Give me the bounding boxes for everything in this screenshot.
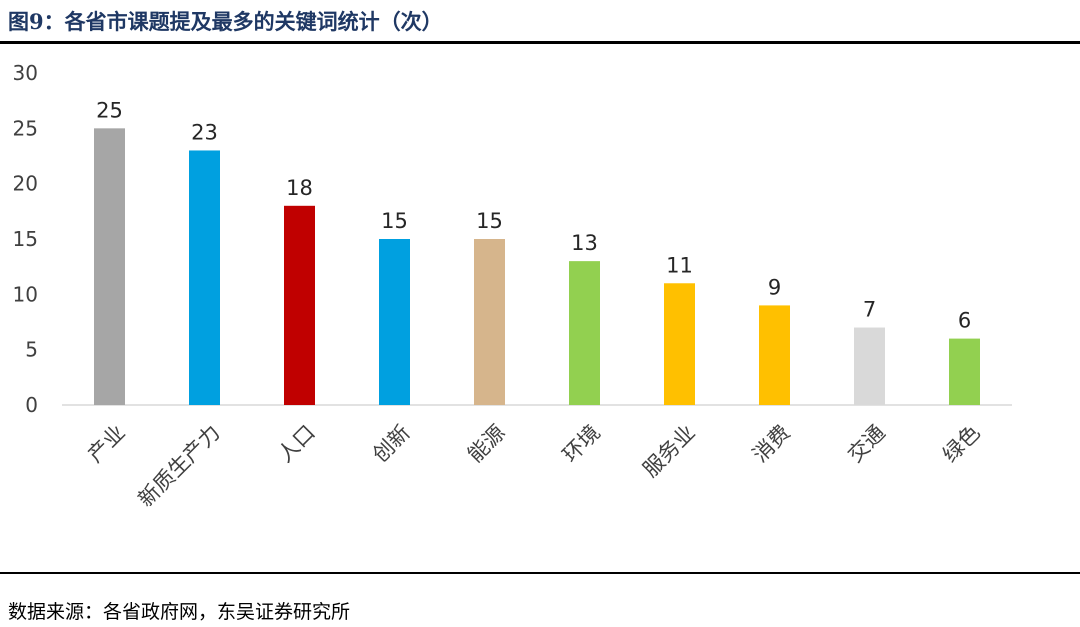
y-tick-label: 10 <box>13 282 38 306</box>
bar <box>94 128 125 405</box>
bar <box>379 239 410 405</box>
data-label: 7 <box>863 298 876 322</box>
y-tick-label: 20 <box>13 172 38 196</box>
category-label: 能源 <box>463 420 510 467</box>
data-label: 23 <box>191 120 218 144</box>
bar <box>759 305 790 405</box>
y-tick-label: 5 <box>25 338 38 362</box>
bar <box>189 150 220 405</box>
category-label: 人口 <box>273 420 320 467</box>
data-label: 9 <box>768 275 781 299</box>
y-tick-label: 15 <box>13 227 38 251</box>
bar <box>474 239 505 405</box>
y-tick-label: 30 <box>13 61 38 85</box>
data-label: 25 <box>96 98 123 122</box>
category-label: 服务业 <box>638 420 700 482</box>
bar <box>854 327 885 405</box>
source-note: 数据来源：各省政府网，东吴证券研究所 <box>8 601 351 623</box>
category-label: 创新 <box>368 420 415 467</box>
data-label: 18 <box>286 176 313 200</box>
category-label: 消费 <box>748 420 795 467</box>
data-label: 11 <box>666 253 693 277</box>
chart-area: 0 5 10 15 20 25 30 25 产业 23 新质生产力 18 人口 15 创新 15 能源 13 环境 1… <box>0 44 1080 570</box>
bar <box>949 338 980 405</box>
category-label: 产业 <box>83 420 130 467</box>
category-label: 新质生产力 <box>134 420 225 511</box>
category-label: 交通 <box>843 420 890 467</box>
bar <box>569 261 600 405</box>
bar <box>284 205 315 405</box>
y-tick-label: 25 <box>13 116 38 140</box>
data-label: 15 <box>381 209 408 233</box>
data-label: 13 <box>571 231 598 255</box>
data-label: 6 <box>958 309 971 333</box>
bar-chart: 0 5 10 15 20 25 30 25 产业 23 新质生产力 18 人口 15 创新 15 能源 13 环境 1… <box>13 61 1012 512</box>
bar <box>664 283 695 405</box>
data-label: 15 <box>476 209 503 233</box>
footer-divider <box>0 572 1080 574</box>
figure-title: 图9：各省市课题提及最多的关键词统计（次） <box>8 9 443 34</box>
category-label: 绿色 <box>938 420 985 467</box>
title-divider <box>0 41 1080 44</box>
category-label: 环境 <box>558 420 605 467</box>
y-tick-label: 0 <box>25 393 38 417</box>
